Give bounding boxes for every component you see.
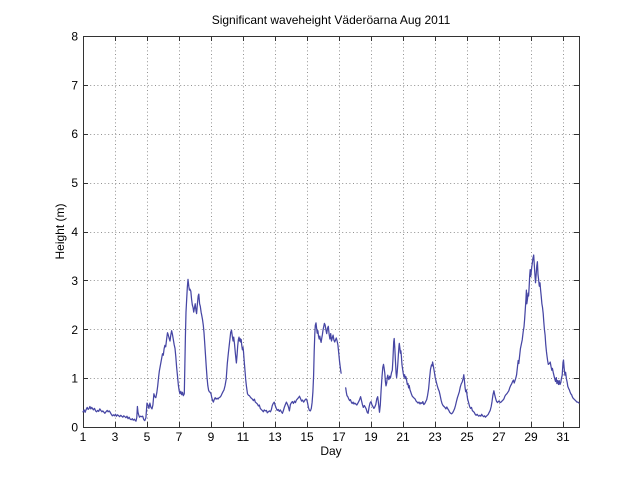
svg-text:7: 7	[71, 78, 78, 92]
svg-text:13: 13	[268, 430, 282, 444]
svg-text:25: 25	[460, 430, 474, 444]
svg-text:9: 9	[208, 430, 215, 444]
svg-text:15: 15	[300, 430, 314, 444]
svg-text:Height (m): Height (m)	[53, 203, 67, 259]
svg-text:3: 3	[71, 274, 78, 288]
svg-text:31: 31	[556, 430, 570, 444]
svg-text:5: 5	[144, 430, 151, 444]
svg-text:19: 19	[364, 430, 378, 444]
svg-text:27: 27	[492, 430, 506, 444]
svg-text:Day: Day	[320, 444, 341, 458]
svg-text:4: 4	[71, 225, 78, 239]
svg-text:1: 1	[80, 430, 87, 444]
svg-text:7: 7	[176, 430, 183, 444]
svg-text:23: 23	[428, 430, 442, 444]
svg-text:0: 0	[71, 421, 78, 435]
svg-text:5: 5	[71, 176, 78, 190]
svg-text:11: 11	[237, 430, 250, 444]
svg-text:Significant waveheight Väderöa: Significant waveheight Väderöarna Aug 20…	[212, 13, 451, 27]
svg-text:29: 29	[524, 430, 538, 444]
svg-text:21: 21	[396, 430, 410, 444]
svg-text:2: 2	[71, 323, 78, 337]
svg-text:6: 6	[71, 127, 78, 141]
svg-text:17: 17	[332, 430, 346, 444]
svg-text:1: 1	[71, 372, 78, 386]
svg-text:8: 8	[71, 30, 78, 44]
svg-text:3: 3	[112, 430, 119, 444]
